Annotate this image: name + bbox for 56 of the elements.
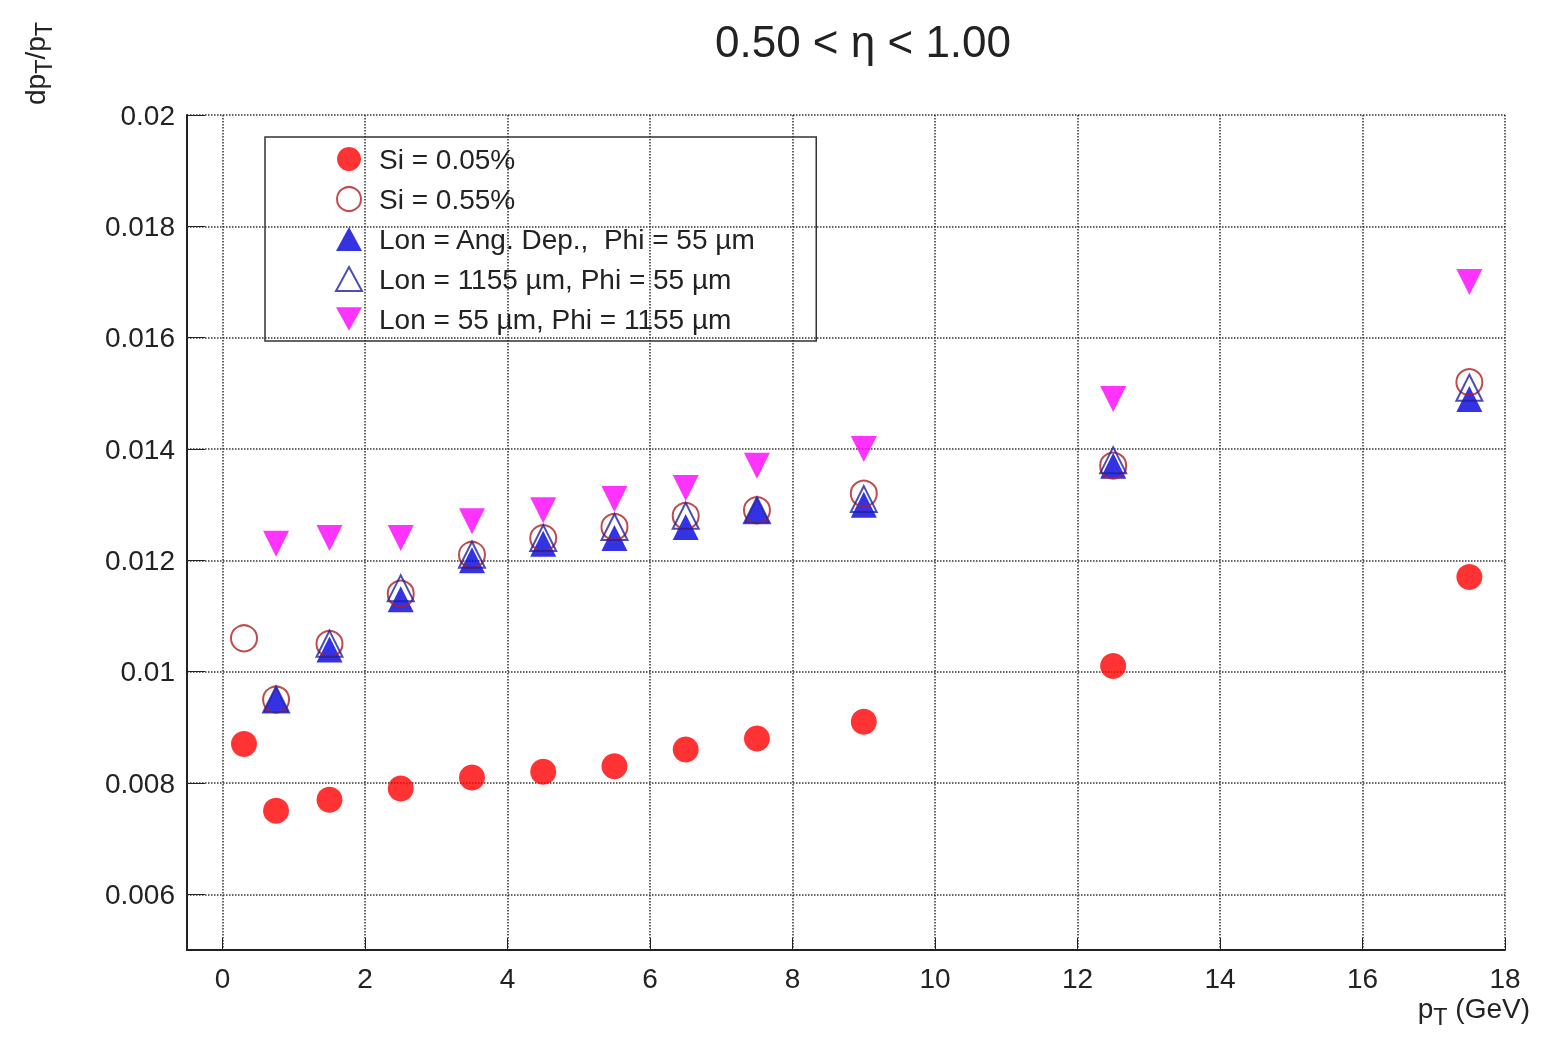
x-tick-label: 6 [642,962,658,994]
point [1455,373,1484,402]
point [530,758,557,785]
y-tick-label: 0.006 [104,878,175,910]
y-tick-label: 0.018 [104,210,175,242]
x-axis-title: p$_{T}$ (GeV) [1417,993,1530,1030]
x-tick-label: 12 [1061,962,1094,994]
point [387,775,414,802]
point [1100,385,1127,412]
point [672,736,699,763]
point [850,708,877,735]
legend-label: Si = 0.55% [379,183,516,215]
point [263,797,290,824]
point [458,508,485,535]
x-tick-label: 8 [784,962,801,994]
y-tick-label: 0.016 [104,322,175,354]
x-tick-label: 2 [357,962,373,994]
point [601,753,628,780]
point [1455,368,1484,397]
x-tick-label: 0 [214,962,231,994]
point [850,436,877,462]
point [849,485,878,514]
point [386,579,415,608]
x-tick-label: 10 [919,962,951,994]
point [672,474,699,501]
point [459,764,485,791]
point [1100,653,1127,680]
point [230,624,258,653]
legend-label: Lon = 1155 µm, Phi = 55 µm [379,263,732,295]
point [386,574,415,603]
point [387,525,414,552]
legend-label: Lon = 55 µm, Phi = 1155 µm [379,303,732,335]
y-tick-label: 0.008 [104,767,175,799]
chart-title: 0.50 < η < 1.00 [714,16,1012,66]
x-tick-label: 4 [499,962,516,994]
point [743,725,770,752]
legend-label: Lon = Ang. Dep., Phi = 55 µm [379,223,755,255]
point [1456,564,1483,591]
x-tick-label: 16 [1346,962,1379,994]
point [849,479,878,508]
point [231,731,257,758]
point [601,486,628,513]
point [316,525,343,552]
legend-label: Si = 0.05% [379,143,516,175]
point [1456,269,1483,295]
y-tick-label: 0.01 [120,656,175,688]
y-tick-label: 0.02 [120,99,175,131]
point [1099,446,1128,475]
point [263,530,290,557]
point [316,786,343,813]
x-tick-label: 14 [1204,962,1236,994]
y-tick-label: 0.012 [104,544,175,576]
point [530,497,557,524]
point [743,452,770,479]
x-tick-label: 18 [1489,962,1521,994]
y-tick-label: 0.014 [104,433,175,465]
